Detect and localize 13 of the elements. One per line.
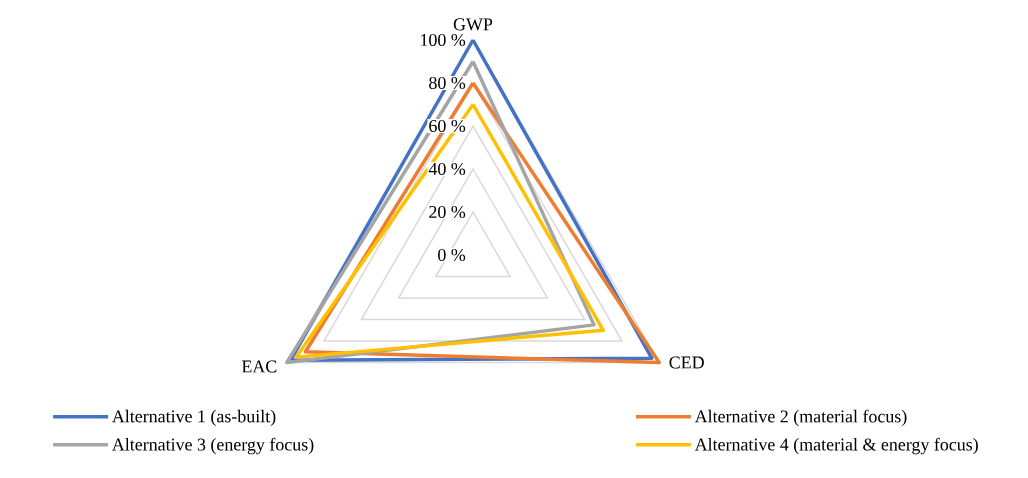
spoke-label: CED: [669, 356, 704, 369]
spoke-label: EAC: [241, 360, 277, 373]
y-tick-label: 40 %: [428, 162, 466, 176]
y-tick-label: 80 %: [429, 76, 466, 90]
y-tick-label: 60 %: [429, 119, 466, 133]
legend-label: Alternative 3 (energy focus): [112, 437, 314, 455]
y-tick-label: 100 %: [421, 33, 466, 47]
spoke-label: GWP: [453, 18, 493, 31]
legend-label: Alternative 2 (material focus): [694, 409, 907, 427]
legend-label: Alternative 1 (as-built): [112, 409, 276, 427]
y-tick-label: 0 %: [438, 248, 466, 262]
legend-label: Alternative 4 (material & energy focus): [694, 437, 978, 455]
y-tick-label: 20 %: [429, 205, 466, 219]
